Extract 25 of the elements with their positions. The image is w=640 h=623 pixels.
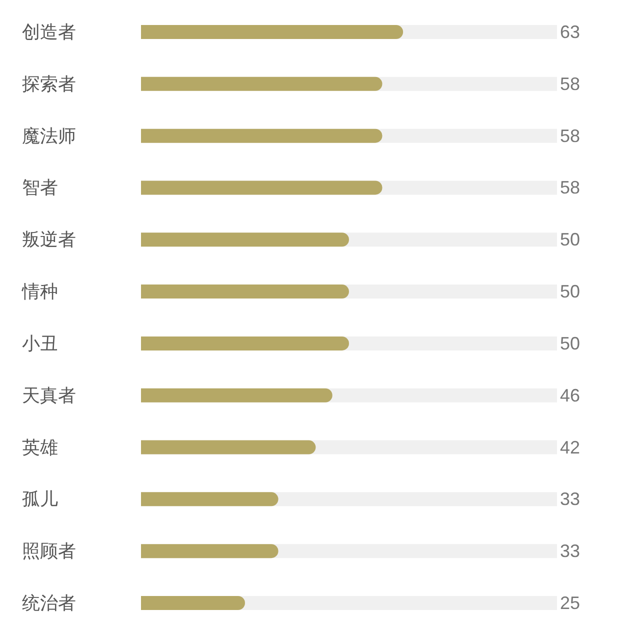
y-tick-label: 智者 (22, 178, 58, 198)
bar (141, 596, 245, 610)
y-tick-label: 小丑 (22, 333, 58, 354)
data-label: 50 (560, 333, 580, 354)
y-tick-label: 创造者 (22, 22, 76, 42)
y-tick-label: 统治者 (22, 593, 76, 613)
data-label: 33 (560, 541, 580, 562)
data-label: 58 (560, 126, 580, 146)
data-label: 58 (560, 74, 580, 94)
y-tick-label: 天真者 (22, 385, 76, 406)
data-label: 50 (560, 230, 580, 250)
y-tick-label: 孤儿 (22, 489, 58, 510)
data-label: 46 (560, 385, 580, 406)
data-label: 33 (560, 489, 580, 510)
y-tick-label: 叛逆者 (22, 230, 76, 250)
y-tick-label: 探索者 (22, 74, 76, 94)
data-label: 25 (560, 593, 580, 613)
y-tick-label: 魔法师 (22, 126, 76, 146)
y-tick-label: 情种 (21, 282, 58, 302)
y-tick-label: 照顾者 (22, 541, 76, 562)
data-label: 58 (560, 178, 580, 198)
y-tick-label: 英雄 (22, 437, 58, 458)
data-label: 63 (560, 22, 580, 42)
data-label: 42 (560, 437, 580, 458)
data-label: 50 (560, 282, 580, 302)
